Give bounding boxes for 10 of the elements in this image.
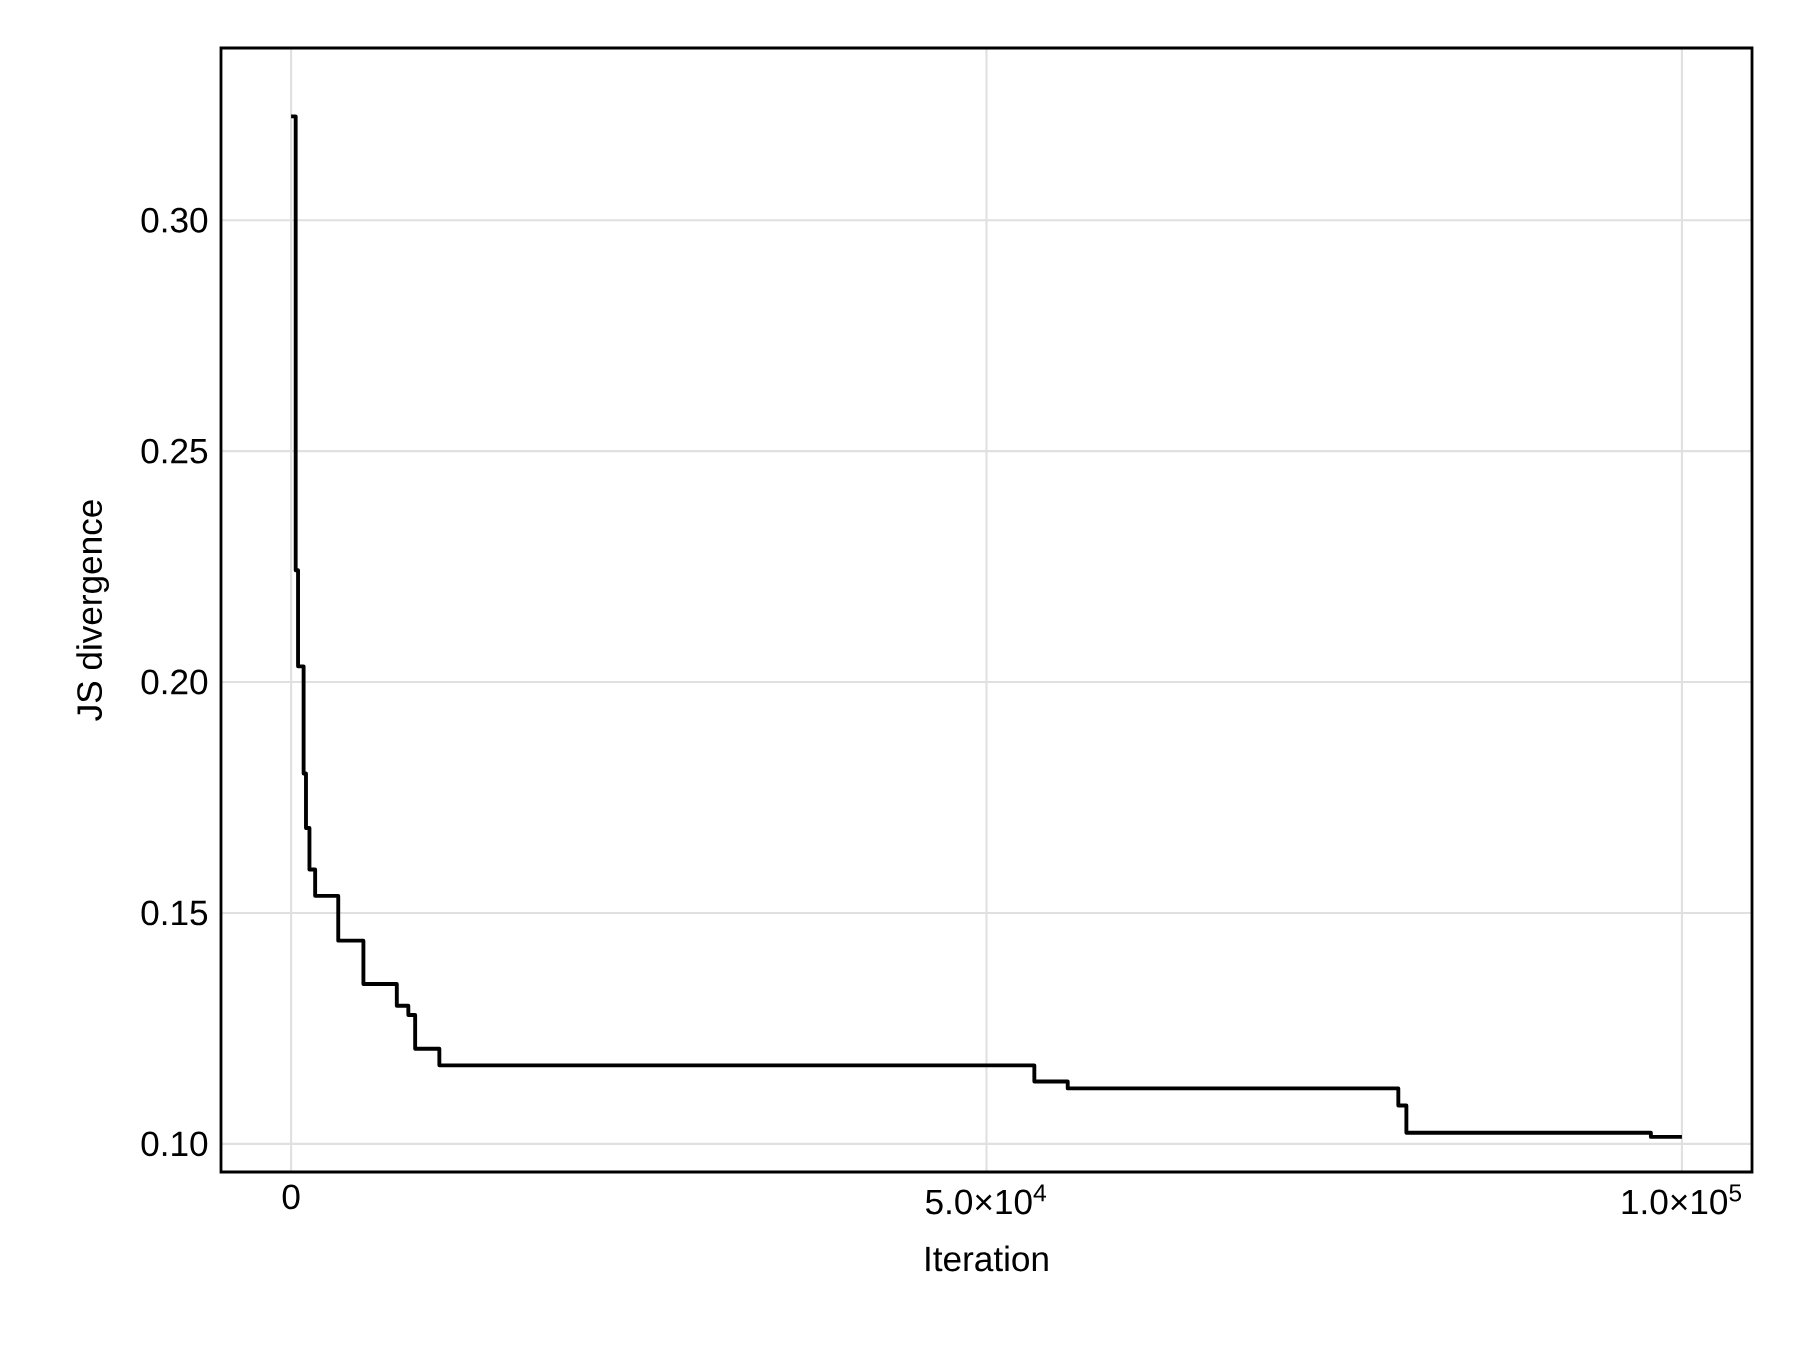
x-tick-label: 1.0×10$^{5}$	[1622, 1184, 1742, 1215]
y-tick-label: 0.30	[141, 207, 208, 233]
x-tick-label: 5.0×10$^{4}$	[925, 1184, 1046, 1215]
y-tick-label: 0.10	[141, 1131, 208, 1157]
y-axis-title: JS divergence	[76, 500, 109, 721]
x-axis-title: Iteration	[926, 1245, 1048, 1272]
y-tick-label: 0.15	[141, 900, 208, 926]
x-tick-label: 0	[282, 1184, 300, 1210]
y-tick-label: 0.25	[141, 438, 208, 464]
y-tick-label: 0.20	[141, 669, 208, 695]
